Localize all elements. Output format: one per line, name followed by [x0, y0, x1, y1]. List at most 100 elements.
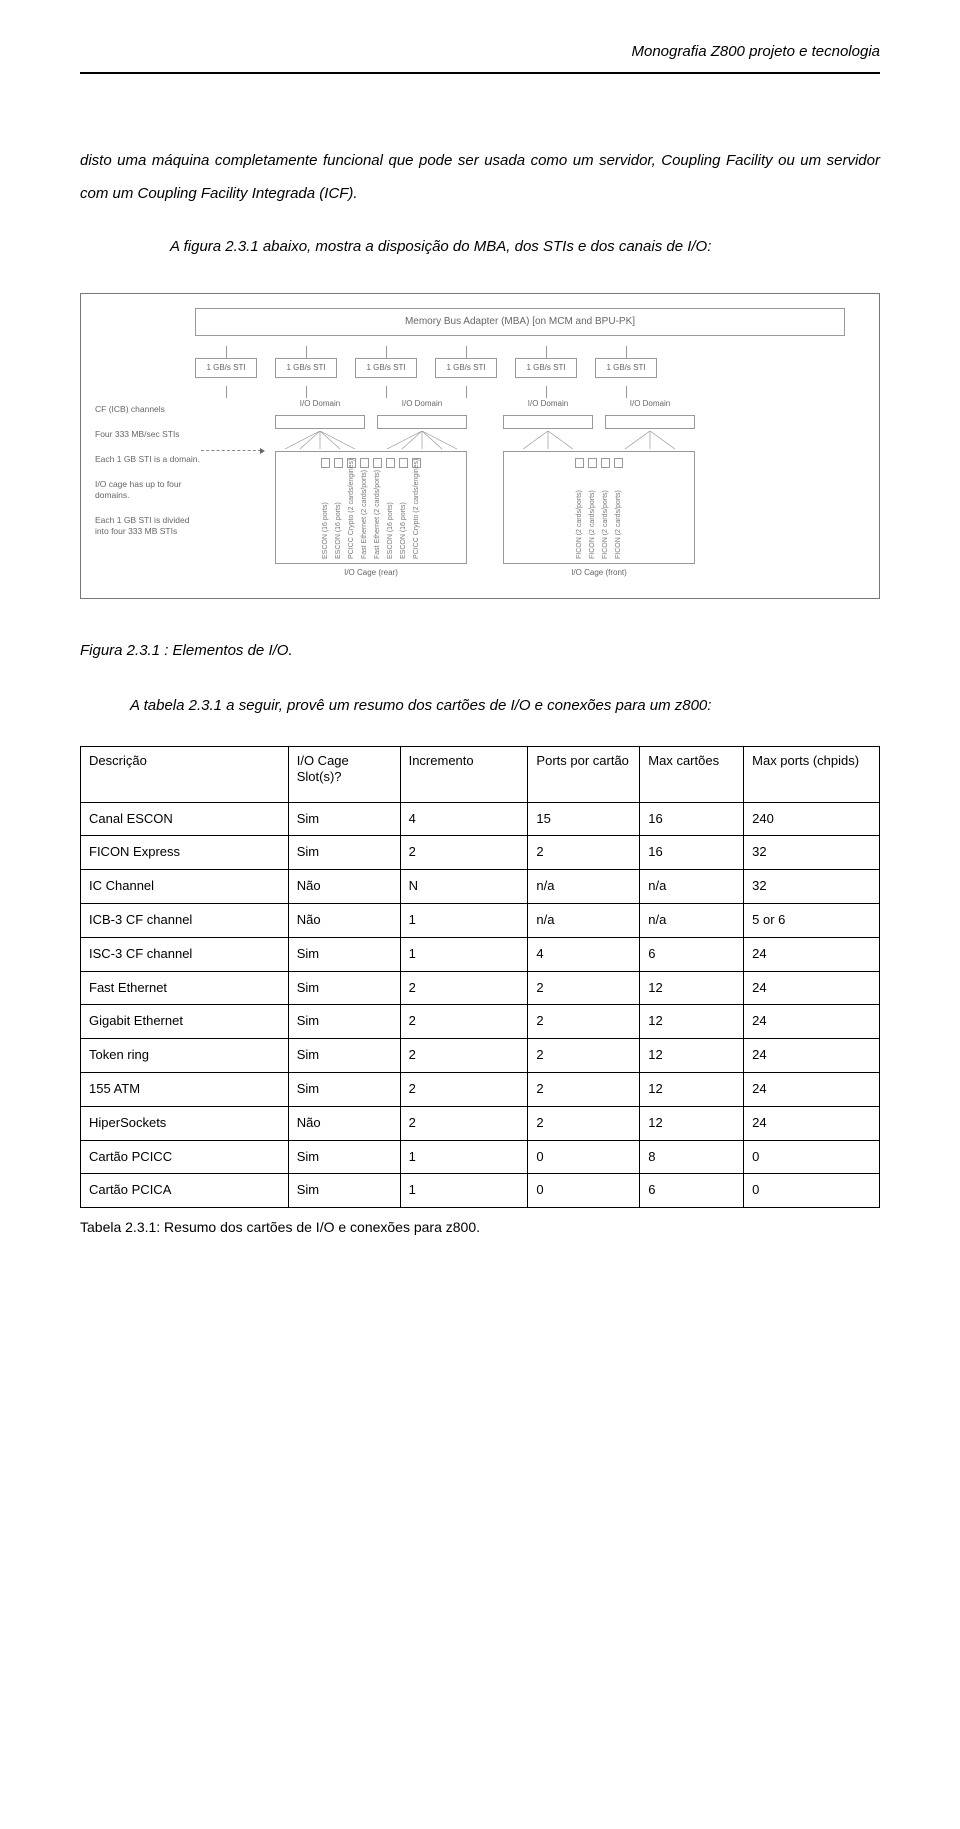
io-card-slot — [614, 458, 623, 468]
cage-front-label: I/O Cage (front) — [503, 567, 695, 580]
dashed-arrow — [201, 450, 261, 451]
table-cell: 0 — [528, 1140, 640, 1174]
table-header-cell: Descrição — [81, 746, 289, 802]
table-cell: 2 — [400, 971, 528, 1005]
sti-box: 1 GB/s STI — [195, 358, 257, 378]
table-cell: 6 — [640, 1174, 744, 1208]
io-card-label: Fast Ethernet (2 cards/ports) — [359, 469, 370, 559]
diagram-side-note: Each 1 GB STI is divided into four 333 M… — [95, 515, 205, 537]
cage-front: FICON (2 cards/ports)FICON (2 cards/port… — [503, 451, 695, 580]
fan — [605, 431, 695, 449]
sti-box: 1 GB/s STI — [275, 358, 337, 378]
diagram-side-note: Four 333 MB/sec STIs — [95, 429, 205, 440]
io-card: Fast Ethernet (2 cards/ports) — [359, 458, 370, 559]
table-cell: 2 — [400, 1106, 528, 1140]
table-cell: ICB-3 CF channel — [81, 903, 289, 937]
io-card: ESCON (16 ports) — [398, 458, 409, 559]
domain-box — [377, 415, 467, 429]
fan — [275, 431, 365, 449]
sti-top-connectors — [195, 346, 865, 358]
io-card-label: PCICC Crypto (2 cards/engines) — [346, 469, 357, 559]
table-cell: 24 — [744, 1072, 880, 1106]
diagram-side-note: CF (ICB) channels — [95, 404, 205, 415]
io-diagram: Memory Bus Adapter (MBA) [on MCM and BPU… — [80, 293, 880, 599]
table-cell: 2 — [400, 836, 528, 870]
table-cell: HiperSockets — [81, 1106, 289, 1140]
table-cell: 24 — [744, 971, 880, 1005]
table-cell: 2 — [400, 1039, 528, 1073]
io-card-label: Fast Ethernet (2 cards/ports) — [372, 469, 383, 559]
table-cell: 6 — [640, 937, 744, 971]
domain-label: I/O Domain — [503, 398, 593, 411]
io-card-label: FICON (2 cards/ports) — [587, 469, 598, 559]
table-cell: N — [400, 870, 528, 904]
table-row: Cartão PCICASim1060 — [81, 1174, 880, 1208]
table-cell: 12 — [640, 971, 744, 1005]
table-cell: Sim — [288, 836, 400, 870]
table-cell: Canal ESCON — [81, 802, 289, 836]
table-cell: 1 — [400, 903, 528, 937]
diagram-side-note: Each 1 GB STI is a domain. — [95, 454, 205, 465]
table-cell: 12 — [640, 1106, 744, 1140]
table-cell: 16 — [640, 836, 744, 870]
table-cell: 1 — [400, 1140, 528, 1174]
domain-labels-row: I/O Domain I/O Domain I/O Domain I/O Dom… — [275, 398, 865, 411]
io-card-slot — [373, 458, 382, 468]
table-cell: 155 ATM — [81, 1072, 289, 1106]
table-cell: Token ring — [81, 1039, 289, 1073]
table-row: FICON ExpressSim221632 — [81, 836, 880, 870]
table-cell: 12 — [640, 1039, 744, 1073]
page-header-title: Monografia Z800 projeto e tecnologia — [80, 40, 880, 64]
io-card: FICON (2 cards/ports) — [574, 458, 585, 559]
table-row: IC ChannelNãoNn/an/a32 — [81, 870, 880, 904]
fan — [503, 431, 593, 449]
io-card-label: FICON (2 cards/ports) — [600, 469, 611, 559]
table-cell: IC Channel — [81, 870, 289, 904]
io-card: ESCON (16 ports) — [320, 458, 331, 559]
mba-bar: Memory Bus Adapter (MBA) [on MCM and BPU… — [195, 308, 845, 336]
io-card-slot — [386, 458, 395, 468]
table-cell: 24 — [744, 1106, 880, 1140]
io-card-slot — [321, 458, 330, 468]
table-cell: ISC-3 CF channel — [81, 937, 289, 971]
io-card: PCICC Crypto (2 cards/engines) — [346, 458, 357, 559]
paragraph-3: A tabela 2.3.1 a seguir, provê um resumo… — [80, 689, 880, 722]
table-cell: 0 — [744, 1140, 880, 1174]
table-cell: Sim — [288, 1174, 400, 1208]
table-cell: 15 — [528, 802, 640, 836]
domain-box — [275, 415, 365, 429]
table-cell: 4 — [528, 937, 640, 971]
io-card-label: ESCON (16 ports) — [398, 469, 409, 559]
sti-box: 1 GB/s STI — [595, 358, 657, 378]
table-cell: 32 — [744, 836, 880, 870]
table-cell: 2 — [528, 1106, 640, 1140]
table-cell: Cartão PCICC — [81, 1140, 289, 1174]
table-body: Canal ESCONSim41516240FICON ExpressSim22… — [81, 802, 880, 1208]
domain-boxes-row — [275, 415, 865, 429]
io-card-label: FICON (2 cards/ports) — [613, 469, 624, 559]
table-row: Gigabit EthernetSim221224 — [81, 1005, 880, 1039]
header-rule — [80, 72, 880, 74]
io-card-slot — [601, 458, 610, 468]
table-cell: Sim — [288, 1140, 400, 1174]
diagram-left-labels: CF (ICB) channels Four 333 MB/sec STIs Eac… — [95, 404, 205, 551]
table-header-cell: I/O Cage Slot(s)? — [288, 746, 400, 802]
table-cell: Sim — [288, 937, 400, 971]
cage-rear-cards: ESCON (16 ports)ESCON (16 ports)PCICC Cr… — [275, 451, 467, 564]
table-cell: 2 — [400, 1005, 528, 1039]
io-card: PCICC Crypto (2 cards/engines) — [411, 458, 422, 559]
io-card-slot — [575, 458, 584, 468]
table-header-row: DescriçãoI/O Cage Slot(s)?IncrementoPort… — [81, 746, 880, 802]
io-card: FICON (2 cards/ports) — [587, 458, 598, 559]
table-row: ICB-3 CF channelNão1n/an/a5 or 6 — [81, 903, 880, 937]
paragraph-1: disto uma máquina completamente funciona… — [80, 144, 880, 210]
sti-box: 1 GB/s STI — [515, 358, 577, 378]
table-cell: 16 — [640, 802, 744, 836]
table-cell: Sim — [288, 802, 400, 836]
table-cell: Fast Ethernet — [81, 971, 289, 1005]
fan — [377, 431, 467, 449]
table-cell: 12 — [640, 1005, 744, 1039]
io-card: FICON (2 cards/ports) — [613, 458, 624, 559]
io-card-slot — [588, 458, 597, 468]
io-card-slot — [399, 458, 408, 468]
